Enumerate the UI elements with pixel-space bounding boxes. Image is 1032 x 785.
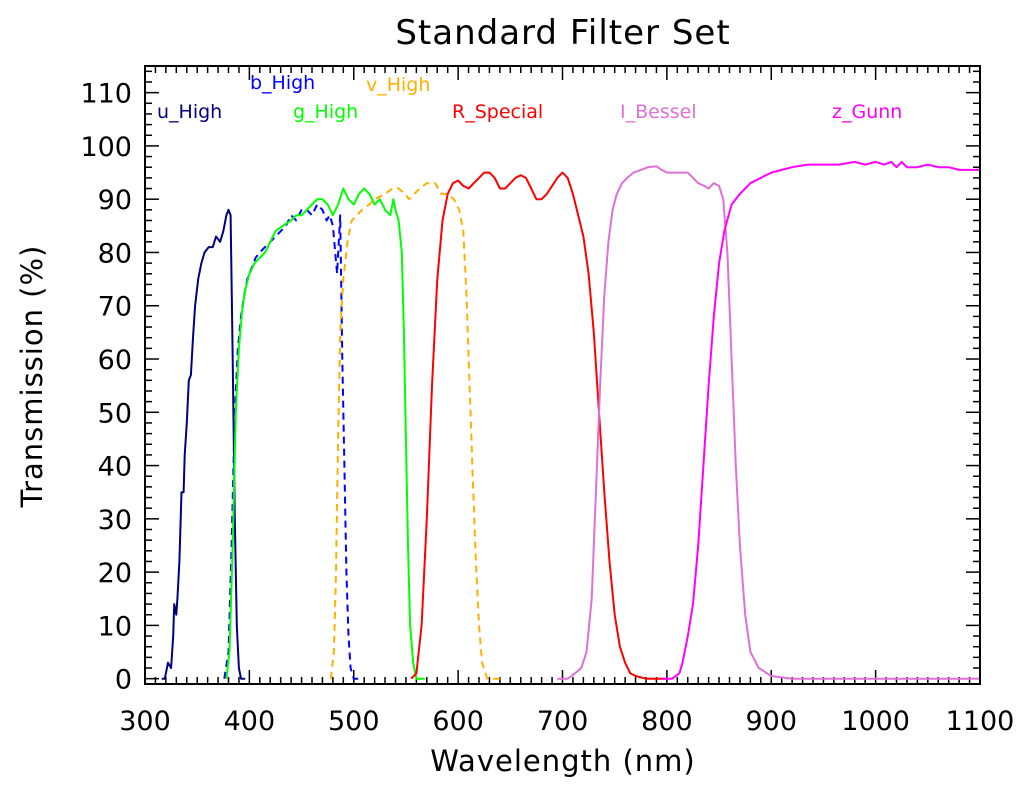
series-label-g-high: g_High — [293, 101, 358, 123]
chart-title: Standard Filter Set — [395, 13, 730, 53]
y-tick-label: 100 — [80, 132, 132, 163]
x-tick-label: 600 — [432, 706, 484, 737]
series-line-z-gunn — [661, 160, 980, 680]
series-line-g-high — [225, 187, 425, 680]
series-label-z-gunn: z_Gunn — [832, 101, 902, 123]
series-label-b-high: b_High — [250, 72, 315, 94]
series-labels: u_High b_High g_High v_High R_Special I_Besse… — [157, 72, 902, 123]
y-tick-label: 30 — [98, 505, 132, 536]
series-label-i-bessel: I_Bessel — [620, 101, 697, 123]
y-tick-label: 110 — [80, 79, 132, 110]
y-tick-label: 40 — [98, 452, 132, 483]
plot-frame — [144, 65, 981, 685]
series-line-u-high — [161, 208, 246, 680]
x-tick-label: 400 — [224, 706, 276, 737]
x-tick-label: 800 — [641, 706, 693, 737]
y-tick-label: 20 — [98, 558, 132, 589]
series-line-i-bessel — [557, 165, 980, 680]
x-tick-label: 1000 — [841, 706, 910, 737]
y-tick-label: 90 — [98, 185, 132, 216]
y-tick-label: 10 — [98, 611, 132, 642]
x-axis-title: Wavelength (nm) — [430, 744, 696, 778]
x-tick-label: 900 — [745, 706, 797, 737]
x-tick-label: 300 — [119, 706, 171, 737]
series-line-r-special — [410, 171, 667, 680]
series-line-v-high — [329, 182, 500, 680]
series-label-v-high: v_High — [366, 74, 430, 96]
axis-ticks: 300 400 500 600 700 800 900 1000 1100 0 10 20 30 40 50… — [80, 66, 1014, 737]
series-line-b-high — [223, 203, 359, 680]
series-layer — [161, 160, 980, 680]
y-tick-label: 0 — [115, 665, 132, 696]
y-tick-label: 80 — [98, 238, 132, 269]
x-tick-label: 500 — [328, 706, 380, 737]
x-tick-label: 700 — [537, 706, 589, 737]
x-tick-label: 1100 — [946, 706, 1015, 737]
y-tick-label: 60 — [98, 345, 132, 376]
y-axis-title: Transmission (%) — [15, 245, 49, 509]
y-tick-label: 70 — [98, 292, 132, 323]
y-tick-label: 50 — [98, 398, 132, 429]
series-label-r-special: R_Special — [452, 101, 543, 123]
series-label-u-high: u_High — [157, 101, 222, 123]
